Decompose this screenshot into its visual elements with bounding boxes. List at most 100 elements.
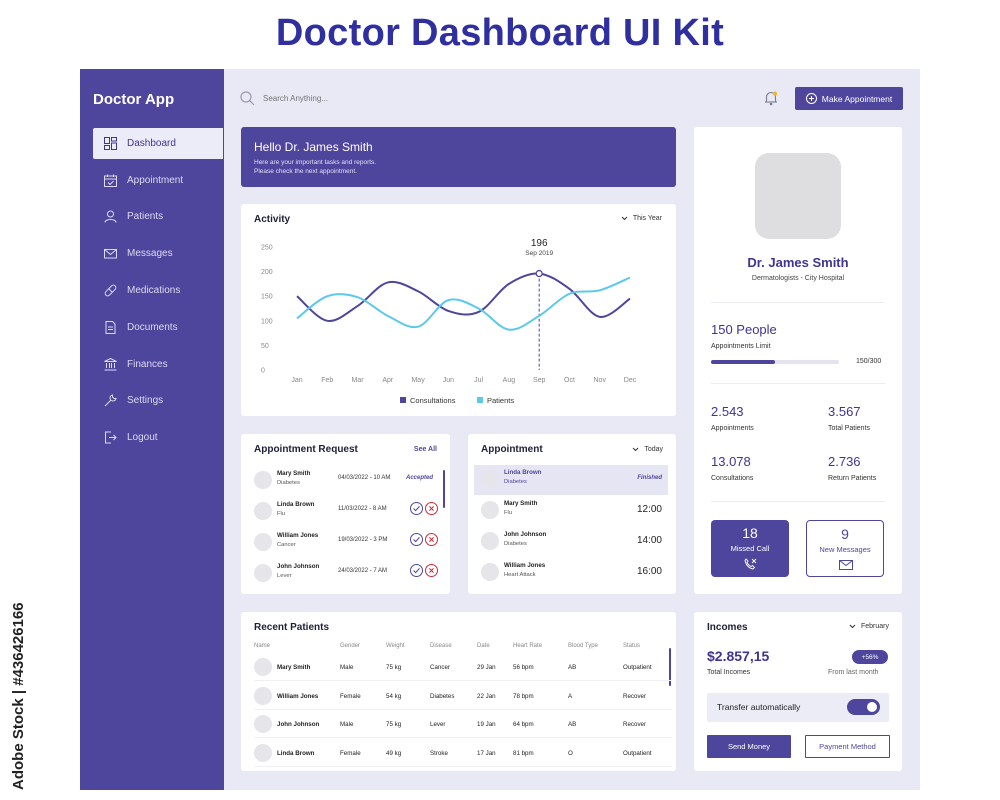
avatar [254, 502, 272, 520]
dashboard-icon [104, 137, 117, 150]
stat-consultations-value: 13.078 [711, 454, 751, 469]
calendar-icon [104, 174, 117, 187]
request-diagnosis: Diabetes [277, 480, 300, 486]
bell-icon[interactable] [763, 90, 779, 106]
table-cell: Linda Brown [277, 749, 315, 757]
table-cell: Outpatient [623, 749, 652, 757]
appointment-row[interactable]: Linda Brown Diabetes Finished [474, 465, 668, 495]
series-line-consultations [296, 272, 631, 322]
bank-icon [104, 358, 117, 371]
divider [711, 302, 885, 303]
transfer-label: Transfer automatically [717, 702, 801, 712]
table-cell: Female [340, 692, 361, 700]
sidebar-item-settings[interactable]: Settings [93, 385, 223, 416]
tooltip-label: Sep 2019 [525, 250, 553, 257]
incomes-period-dropdown[interactable]: February [849, 623, 889, 630]
activity-period-dropdown[interactable]: This Year [621, 215, 662, 222]
reject-x-icon[interactable] [425, 564, 438, 577]
table-cell: AB [568, 664, 577, 671]
accept-check-icon[interactable] [410, 502, 423, 515]
recent-patients-title: Recent Patients [254, 622, 330, 633]
x-tick-label: Oct [564, 377, 575, 384]
reject-x-icon[interactable] [425, 502, 438, 515]
new-messages-tile[interactable]: 9 New Messages [806, 520, 884, 577]
sidebar-item-label: Medications [127, 285, 181, 296]
chevron-down-icon [849, 624, 856, 629]
request-row[interactable]: Mary Smith Diabetes 04/03/2022 - 10 AM A… [254, 466, 444, 496]
table-header-cell: Name [254, 643, 271, 649]
transfer-toggle[interactable] [847, 699, 880, 715]
table-scrollbar[interactable] [669, 648, 671, 686]
sidebar-item-label: Documents [127, 322, 178, 333]
request-row[interactable]: John Johnson Lever 24/03/2022 - 7 AM [254, 559, 444, 589]
missed-call-tile[interactable]: 18 Missed Call [711, 520, 789, 577]
status-badge: Finished [637, 475, 662, 481]
stock-credit-text: Adobe Stock | #436426166 [10, 602, 27, 790]
appointments-limit-people: 150 People [711, 322, 777, 337]
table-row-divider [254, 680, 672, 681]
appointment-time: 16:00 [636, 566, 662, 577]
x-tick-label: Mar [352, 377, 365, 384]
sidebar-item-label: Patients [127, 211, 164, 222]
request-scrollbar[interactable] [443, 470, 445, 508]
y-tick-label: 150 [261, 294, 273, 301]
stat-return-patients-value: 2.736 [828, 454, 861, 469]
sidebar-item-patients[interactable]: Patients [93, 201, 223, 232]
activity-period: This Year [632, 215, 662, 222]
sidebar-item-label: Appointment [127, 175, 184, 186]
chevron-down-icon [621, 216, 628, 221]
sidebar-item-label: Dashboard [127, 138, 176, 149]
appointment-row[interactable]: John Johnson Diabetes 14:00 [474, 527, 668, 557]
appointment-period-dropdown[interactable]: Today [632, 446, 663, 453]
appointment-row[interactable]: William Jones Heart Attack 16:00 [474, 558, 668, 588]
request-name: Linda Brown [277, 501, 315, 508]
sidebar-item-documents[interactable]: Documents [93, 312, 223, 343]
request-row[interactable]: Linda Brown Flu 11/03/2022 - 8 AM [254, 497, 444, 527]
table-cell: A [568, 692, 573, 700]
sidebar-item-logout[interactable]: Logout [93, 422, 223, 453]
table-cell: Lever [430, 721, 446, 728]
send-money-button[interactable]: Send Money [707, 735, 791, 758]
legend-swatch [400, 397, 406, 403]
search-icon[interactable] [240, 91, 255, 106]
toggle-knob [867, 702, 877, 712]
reject-x-icon[interactable] [425, 533, 438, 546]
table-cell: William Jones [277, 692, 319, 700]
mail-icon [104, 247, 117, 260]
divider [711, 501, 885, 502]
table-cell: 17 Jan [477, 749, 496, 757]
appointment-period: Today [644, 446, 663, 453]
sidebar-item-appointment[interactable]: Appointment [93, 165, 223, 196]
sidebar-item-messages[interactable]: Messages [93, 238, 223, 269]
appointment-diagnosis: Diabetes [504, 479, 527, 485]
request-row[interactable]: William Jones Cancer 19/03/2022 - 3 PM [254, 528, 444, 558]
brand-logo: Doctor App [93, 91, 175, 108]
avatar [254, 564, 272, 582]
request-name: John Johnson [277, 563, 320, 570]
table-cell: 49 kg [386, 749, 402, 757]
x-tick-label: May [411, 377, 425, 384]
dashboard-app: Doctor App Dashboard Appointment Patient… [80, 69, 920, 790]
payment-method-button[interactable]: Payment Method [805, 735, 890, 758]
request-date: 24/03/2022 - 7 AM [338, 568, 388, 574]
avatar [481, 532, 499, 550]
table-cell: 78 bpm [513, 692, 534, 700]
accept-check-icon[interactable] [410, 533, 423, 546]
sidebar: Doctor App Dashboard Appointment Patient… [80, 69, 224, 790]
search-input[interactable] [263, 94, 463, 103]
accept-check-icon[interactable] [410, 564, 423, 577]
make-appointment-label: Make Appointment [821, 93, 893, 104]
see-all-link[interactable]: See All [413, 446, 437, 453]
appointment-row[interactable]: Mary Smith Flu 12:00 [474, 496, 668, 526]
x-tick-label: Nov [594, 377, 607, 384]
legend-label: Consultations [410, 396, 456, 405]
profile-card: Dr. James Smith Dermatologists - City Ho… [694, 127, 902, 594]
sidebar-item-dashboard[interactable]: Dashboard [93, 128, 223, 159]
sidebar-item-finances[interactable]: Finances [93, 349, 223, 380]
activity-title: Activity [254, 214, 291, 225]
make-appointment-button[interactable]: Make Appointment [795, 87, 903, 110]
missed-call-count: 18 [742, 525, 758, 541]
appointment-diagnosis: Diabetes [504, 541, 527, 547]
appointment-name: Mary Smith [504, 500, 538, 507]
sidebar-item-medications[interactable]: Medications [93, 275, 223, 306]
